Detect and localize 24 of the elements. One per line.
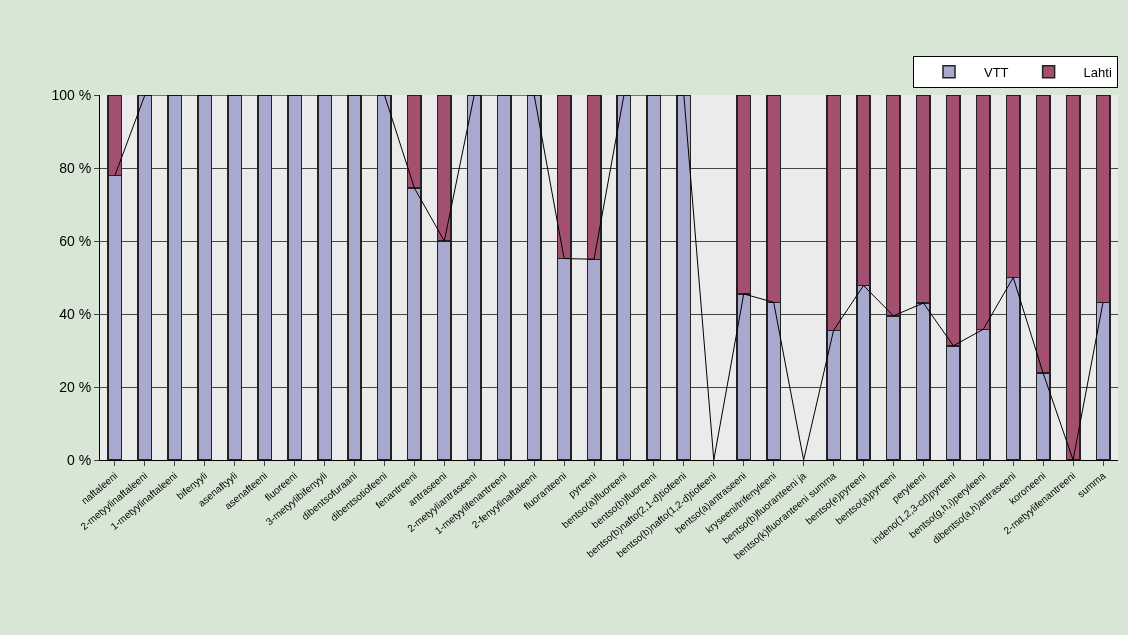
bar (376, 95, 392, 460)
y-tick-label: 80 % (59, 159, 92, 176)
bar (137, 95, 153, 460)
bar (257, 95, 273, 460)
bar (676, 95, 692, 460)
bar (227, 95, 243, 460)
y-tick-label: 100 % (51, 86, 92, 103)
bar (496, 95, 512, 460)
bar (616, 95, 632, 460)
bar (526, 95, 542, 460)
bar (646, 95, 662, 460)
y-tick-label: 40 % (59, 305, 92, 322)
bar (167, 95, 183, 460)
bar (197, 95, 213, 460)
bar (466, 95, 482, 460)
y-tick-label: 20 % (59, 378, 92, 395)
y-tick-label: 60 % (59, 232, 92, 249)
bar (1065, 95, 1081, 460)
y-tick-label: 0 % (67, 451, 92, 468)
bar (347, 95, 362, 460)
legend-label: VTT (984, 64, 1009, 80)
bar (287, 95, 303, 460)
legend-label: Lahti (1083, 64, 1112, 80)
bar (317, 95, 333, 460)
